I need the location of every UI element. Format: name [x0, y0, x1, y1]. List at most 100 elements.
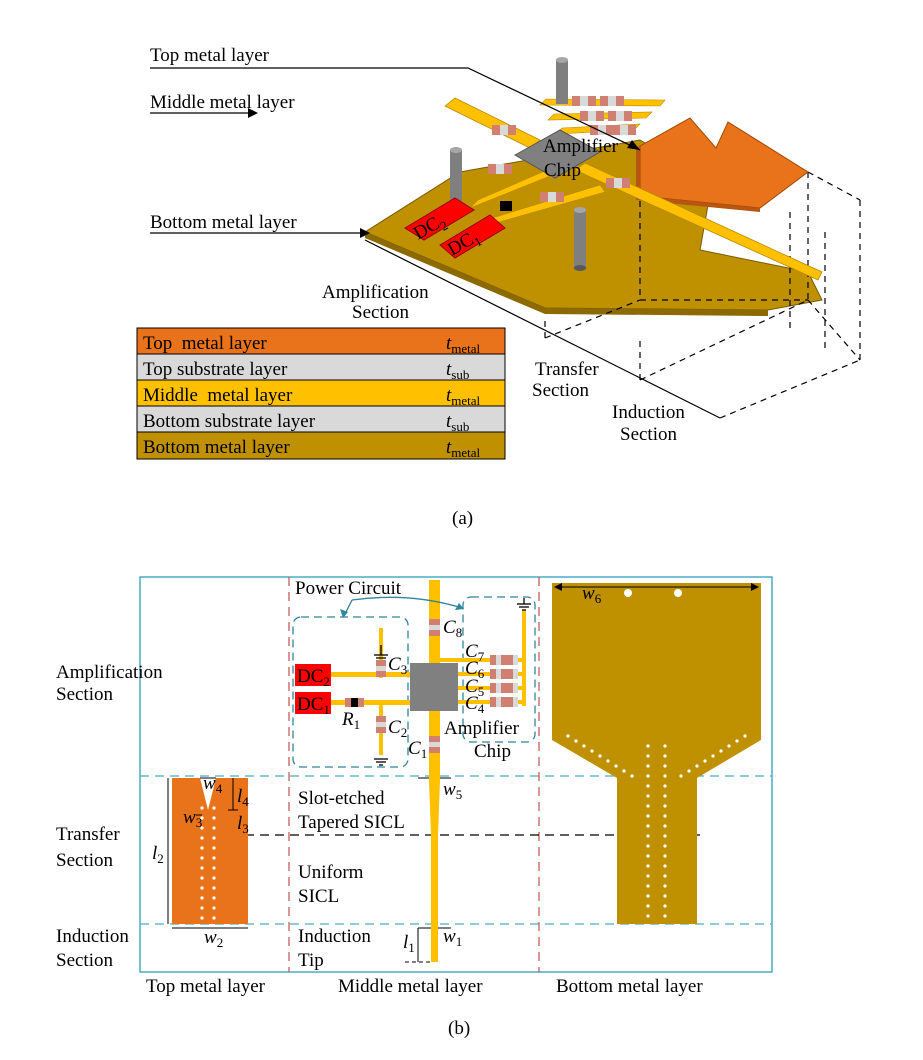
R1-sym: R [341, 709, 354, 730]
dim-l2: l2 [152, 843, 164, 866]
col-label-bottom: Bottom metal layer [556, 976, 703, 997]
capacitor-C6 [490, 669, 518, 679]
label-C2: C2 [388, 717, 407, 740]
capacitor-C2 [376, 716, 386, 733]
cap-3d [606, 178, 630, 188]
stack-row-bottom-metal [136, 431, 506, 460]
dim-w6-arrow-right [751, 583, 759, 591]
capacitor-C7 [490, 655, 518, 665]
bottom-metal-plate-edge-front [545, 308, 768, 316]
uniform-label-l1: Uniform [298, 862, 364, 883]
stack-row-bottom-substrate [136, 405, 506, 433]
dc1-label-text: DC [297, 694, 323, 715]
bottom-via-hole [624, 589, 632, 597]
cap-3d [492, 125, 516, 135]
stack-name-3: Middle metal layer [143, 385, 293, 406]
callout-top-metal: Top metal layer [150, 45, 270, 66]
dc1-block-3d [439, 214, 506, 259]
dim-l1-sub: 1 [408, 940, 415, 955]
top-metal-block [639, 117, 809, 209]
amp-chip-l2: Chip [474, 741, 511, 762]
power-box-left [292, 616, 409, 768]
thickness-sub: metal [451, 341, 480, 356]
dim-w4: w4 [203, 773, 223, 796]
stack-thickness-3: tmetal [446, 385, 481, 408]
top-metal-trace [172, 778, 248, 924]
dim-w6: w6 [582, 583, 602, 606]
section-ticks [544, 316, 641, 380]
label-C7: C7 [465, 641, 485, 664]
amplification-section-l1: Amplification [322, 282, 429, 303]
C7-sym: C [465, 641, 478, 662]
thickness-sym: t [446, 411, 452, 432]
dc1-label-sub: 1 [323, 702, 330, 717]
dim-w3: w3 [183, 807, 202, 830]
C2-sym: C [388, 717, 401, 738]
cap-3d [572, 96, 596, 106]
slot-label-l1: Slot-etched [298, 788, 385, 809]
dim-l1: l1 [403, 932, 415, 955]
dim-w5: w5 [443, 779, 462, 802]
dim-w2: w2 [204, 927, 223, 950]
thickness-sub: sub [451, 367, 469, 382]
top-metal-vias [200, 806, 216, 920]
bottom-metal-plate-edge [365, 232, 545, 314]
layer-stack-table: Top metal layer Top substrate layer Midd… [136, 327, 506, 460]
C4-sym: C [465, 693, 478, 714]
cap-3d [488, 164, 512, 174]
caption-a: (a) [452, 508, 473, 529]
bottom-metal-trace [552, 583, 761, 924]
thickness-sym: t [446, 359, 452, 380]
stack-name-2: Top substrate layer [143, 359, 288, 380]
capacitor-C4 [490, 697, 518, 707]
caption-b: (b) [448, 1018, 470, 1039]
C1-sub: 1 [421, 746, 428, 761]
row-transfer-l1: Transfer [56, 824, 120, 845]
dim-w2-sub: 2 [217, 935, 224, 950]
cap-3d [608, 111, 632, 121]
dim-w4-sub: 4 [216, 781, 223, 796]
label-C5: C5 [465, 676, 484, 699]
thickness-sym: t [446, 437, 452, 458]
callout-bottom-metal: Bottom metal layer [150, 212, 297, 233]
callout-lines [150, 67, 721, 419]
thickness-sym: t [446, 333, 452, 354]
dim-w6-arrow-left [554, 583, 562, 591]
label-R1: R1 [341, 709, 360, 732]
thickness-sub: metal [451, 393, 480, 408]
slot-label-l2: Tapered SICL [298, 812, 405, 833]
C8-sub: 8 [456, 625, 463, 640]
cap-3d [540, 192, 564, 202]
top-metal-dimensions [167, 777, 248, 929]
dc1-block [295, 692, 331, 714]
transfer-section-l2: Section [532, 380, 589, 401]
middle-dimensions [405, 777, 451, 963]
power-circuit-label: Power Circuit [295, 578, 402, 599]
stack-thickness-1: tmetal [446, 333, 481, 356]
C1-sym: C [408, 738, 421, 759]
callout-middle-metal: Middle metal layer [150, 92, 295, 113]
dim-l3: l3 [237, 813, 249, 836]
thickness-sym: t [446, 385, 452, 406]
dim-w6-sub: 6 [595, 591, 602, 606]
resistor-R1 [345, 698, 364, 707]
arrow-top-metal [627, 140, 640, 150]
C6-sym: C [465, 658, 478, 679]
C3-sub: 3 [401, 662, 408, 677]
resistor-3d [500, 201, 512, 211]
dim-w5-sub: 5 [456, 787, 463, 802]
power-arrow-right-head [455, 603, 464, 610]
stack-name-5: Bottom metal layer [143, 437, 290, 458]
row-induction-l1: Induction [56, 926, 129, 947]
dc1-label: DC1 [297, 694, 330, 717]
C3-sym: C [388, 654, 401, 675]
middle-metal-line-long [574, 162, 823, 281]
arrow-middle-metal [248, 108, 258, 118]
col-label-top: Top metal layer [146, 976, 266, 997]
posts [450, 57, 586, 271]
power-arrow-left-head [340, 609, 348, 618]
row-amp-l2: Section [56, 684, 113, 705]
uniform-label-l2: SICL [298, 886, 339, 907]
col-label-middle: Middle metal layer [338, 976, 483, 997]
